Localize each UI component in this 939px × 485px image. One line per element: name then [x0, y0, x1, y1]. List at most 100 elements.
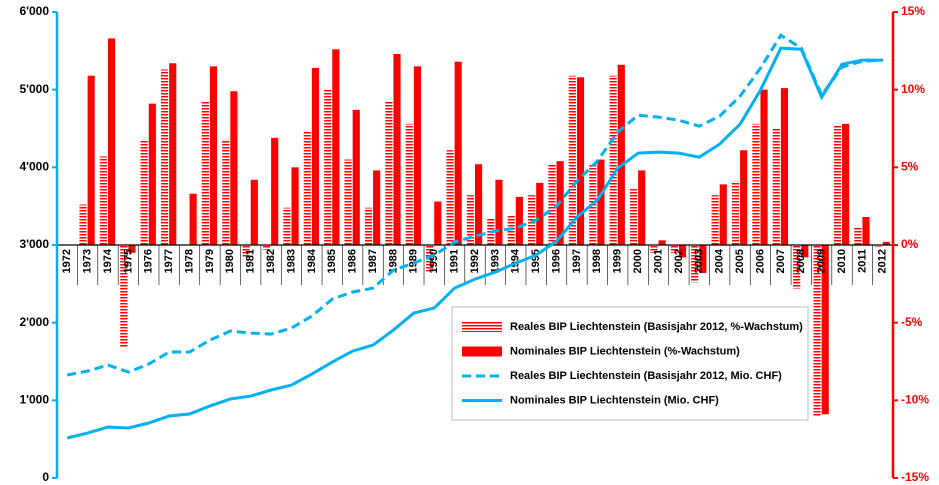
bar	[87, 75, 95, 245]
x-tick-label: 1974	[102, 248, 114, 273]
bar	[617, 64, 625, 246]
bar	[752, 123, 760, 245]
bar	[495, 179, 503, 245]
y-tick-label: 2'000	[19, 315, 49, 329]
x-tick-label: 2003	[693, 249, 705, 273]
x-tick-label: 1993	[489, 249, 501, 273]
x-tick-label: 1996	[550, 249, 562, 273]
x-tick-label: 2002	[673, 249, 685, 273]
bar	[222, 139, 230, 245]
y2-tick-label: -10%	[901, 393, 929, 407]
bar	[466, 195, 474, 245]
x-tick-label: 1980	[224, 249, 236, 273]
bar	[719, 184, 727, 245]
x-tick-label: 2012	[877, 249, 889, 273]
y-tick-label: 0	[42, 470, 49, 484]
bar	[821, 245, 829, 415]
x-tick-label: 2011	[856, 249, 868, 273]
bar	[515, 196, 523, 245]
bar	[283, 207, 291, 245]
bar	[833, 125, 842, 245]
x-tick-label: 2007	[775, 249, 787, 273]
legend-swatch	[462, 322, 502, 332]
legend-label: Nominales BIP Liechtenstein (Mio. CHF)	[510, 394, 719, 406]
x-tick-label: 1981	[245, 249, 257, 273]
y-tick-label: 1'000	[19, 393, 49, 407]
bar	[862, 217, 870, 245]
x-tick-label: 1978	[183, 249, 195, 273]
bar	[609, 75, 617, 245]
bar	[874, 245, 882, 247]
bar	[813, 245, 821, 416]
bar	[189, 193, 197, 245]
y-tick-label: 4'000	[19, 160, 49, 174]
bar	[842, 123, 850, 245]
bar	[548, 164, 556, 245]
x-tick-label: 1984	[306, 248, 318, 273]
bar	[128, 245, 136, 253]
bar	[446, 150, 454, 245]
x-tick-label: 1982	[265, 249, 277, 273]
bar	[711, 195, 719, 245]
y2-tick-label: 5%	[901, 160, 919, 174]
bar	[854, 227, 862, 245]
bar	[780, 88, 789, 245]
x-tick-label: 1979	[204, 249, 216, 273]
bar	[169, 63, 177, 246]
bar	[160, 69, 169, 246]
x-tick-label: 2009	[816, 249, 828, 273]
bar	[454, 61, 462, 245]
y-tick-label: 6'000	[19, 4, 49, 18]
bar	[568, 75, 576, 245]
line	[66, 33, 883, 377]
bar	[413, 66, 421, 245]
x-tick-label: 1990	[428, 249, 440, 273]
legend-swatch	[462, 346, 502, 357]
bar	[475, 164, 483, 245]
bar	[731, 181, 740, 245]
bar	[271, 137, 279, 245]
bar	[385, 100, 393, 245]
x-tick-label: 1988	[387, 249, 399, 273]
x-tick-label: 1986	[347, 249, 359, 273]
x-tick-label: 1989	[408, 249, 420, 273]
legend-label: Reales BIP Liechtenstein (Basisjahr 2012…	[510, 370, 782, 382]
x-tick-label: 2010	[836, 249, 848, 273]
x-tick-label: 1983	[285, 249, 297, 273]
bar	[760, 89, 768, 246]
x-tick-label: 1985	[326, 249, 338, 273]
bar	[678, 245, 687, 258]
bar	[291, 167, 299, 245]
y2-tick-label: -15%	[901, 470, 929, 484]
bar	[209, 66, 218, 245]
legend: Reales BIP Liechtenstein (Basisjahr 2012…	[451, 306, 809, 421]
bar	[79, 204, 87, 245]
bar	[120, 245, 128, 348]
bar	[242, 245, 250, 258]
x-tick-label: 1977	[163, 249, 175, 273]
bar	[536, 182, 544, 245]
bar	[324, 89, 332, 246]
bar	[670, 245, 678, 253]
bar	[576, 77, 585, 246]
bar	[148, 103, 156, 245]
bar	[332, 49, 340, 245]
x-tick-label: 2004	[714, 248, 726, 273]
y2-tick-label: 15%	[901, 4, 925, 18]
bar	[405, 123, 413, 245]
x-tick-label: 1973	[81, 249, 93, 273]
legend-label: Nominales BIP Liechtenstein (%-Wachstum)	[510, 345, 740, 357]
x-tick-label: 2006	[754, 249, 766, 273]
bar	[793, 245, 801, 289]
x-tick-label: 1999	[612, 249, 624, 273]
x-tick-label: 2001	[652, 249, 664, 273]
x-tick-label: 1975	[122, 249, 134, 273]
bar	[772, 128, 780, 245]
x-tick-label: 2005	[734, 249, 746, 273]
y-tick-label: 5'000	[19, 82, 49, 96]
x-tick-label: 1994	[510, 248, 522, 273]
x-tick-label: 1998	[591, 249, 603, 273]
x-tick-label: 1997	[571, 249, 583, 273]
x-tick-label: 1992	[469, 249, 481, 273]
